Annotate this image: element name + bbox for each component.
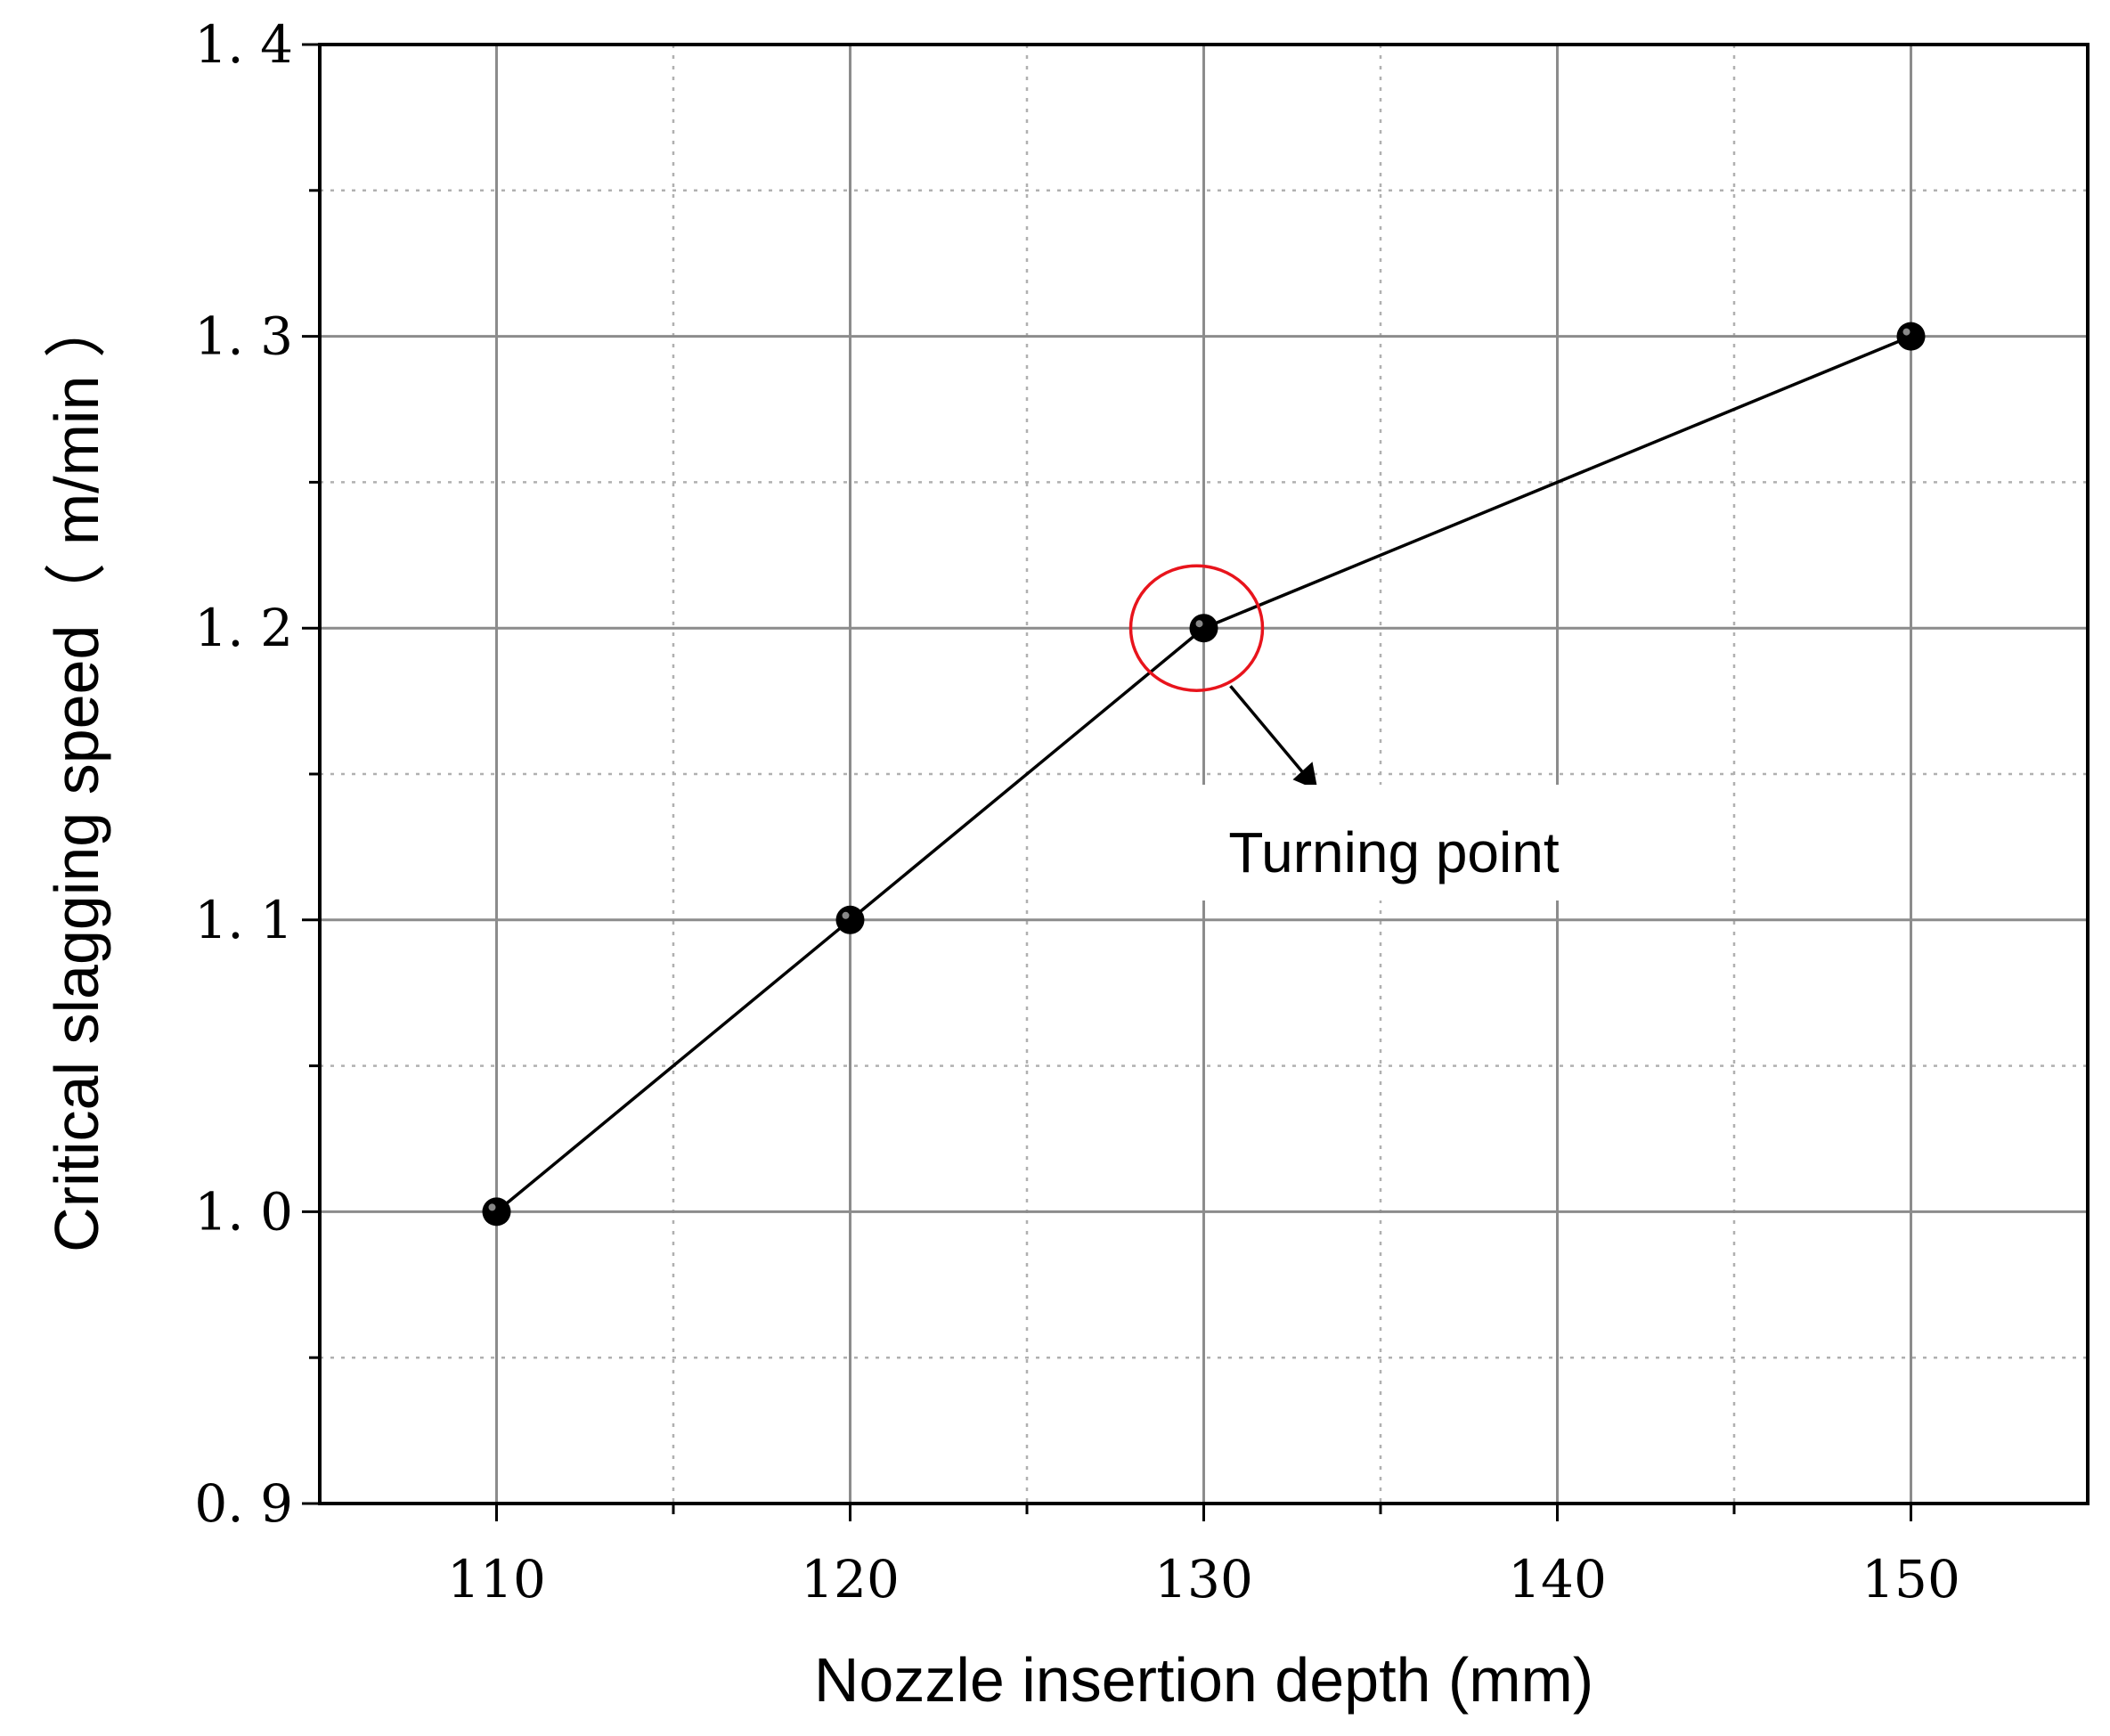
x-tick-label: 110 xyxy=(447,1549,546,1610)
x-tick-label: 140 xyxy=(1508,1549,1607,1610)
y-tick-label: 0. 9 xyxy=(194,1473,293,1534)
x-tick-label: 120 xyxy=(801,1549,900,1610)
axis-ticks xyxy=(302,43,1912,1521)
annotation-backing xyxy=(1158,785,1674,901)
data-point-highlight xyxy=(1195,620,1203,628)
data-point-highlight xyxy=(488,1203,496,1211)
data-point xyxy=(482,1197,511,1227)
y-tick-label: 1. 4 xyxy=(194,14,293,75)
data-point-highlight xyxy=(842,911,850,919)
annotation-text: Turning point xyxy=(1228,820,1559,884)
x-tick-label: 150 xyxy=(1862,1549,1960,1610)
data-point xyxy=(1189,614,1218,643)
annotation-layer: Turning point xyxy=(1128,564,1674,901)
annotation-arrowhead xyxy=(1292,762,1318,791)
series-line xyxy=(495,334,1912,1213)
data-point xyxy=(1896,322,1926,351)
series-layer xyxy=(482,322,1926,1227)
x-tick-label: 130 xyxy=(1154,1549,1253,1610)
y-tick-label: 1. 1 xyxy=(194,890,293,950)
y-tick-label: 1. 0 xyxy=(194,1181,293,1242)
x-axis-title: Nozzle insertion depth (mm) xyxy=(814,1645,1593,1715)
y-axis-title: Critical slagging speed（ m/min ） xyxy=(42,296,111,1252)
y-tick-label: 1. 3 xyxy=(194,306,293,367)
y-tick-label: 1. 2 xyxy=(194,598,293,658)
tick-labels: 110 120 130 140 150 0. 9 1. 0 1. 1 1. 2 1. 3 1. 4 xyxy=(194,14,1960,1610)
grid xyxy=(320,43,2088,1505)
data-point xyxy=(835,905,865,934)
data-point-highlight xyxy=(1902,328,1910,336)
annotation-circle xyxy=(1128,564,1265,692)
